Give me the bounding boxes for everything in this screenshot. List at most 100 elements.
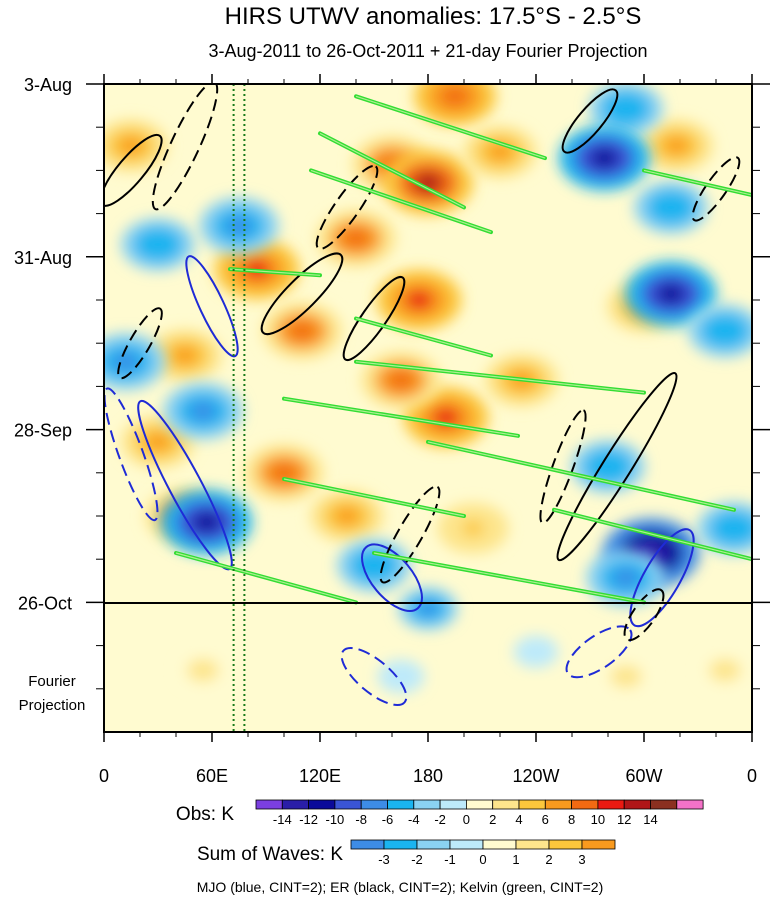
obs-colorbar-tick-label: 12 xyxy=(617,812,631,827)
obs-colorbar-tick-label: -2 xyxy=(434,812,446,827)
anomaly-cell-0 xyxy=(413,84,497,126)
kelvin-contour-core xyxy=(175,552,357,603)
obs-colorbar-swatch xyxy=(334,799,362,810)
obs-colorbar-tick-label: -6 xyxy=(382,812,394,827)
reference-lines xyxy=(232,84,246,732)
anomaly-blob xyxy=(713,322,737,340)
axes: 0 60E 120E 180 120W 60W 0 3-Aug 31-Aug 28-Sep 26-O… xyxy=(14,74,770,786)
obs-colorbar-tick-label: -12 xyxy=(299,812,318,827)
obs-colorbar-tick-label: 8 xyxy=(568,812,575,827)
er-contour xyxy=(379,485,441,584)
anomaly-blob xyxy=(442,87,468,106)
y-tick-label: 31-Aug xyxy=(14,248,72,268)
anomaly-cell-22 xyxy=(700,652,750,688)
er-contour xyxy=(623,588,665,642)
obs-colorbar-tick-label: 14 xyxy=(643,812,657,827)
obs-colorbar-swatch xyxy=(387,799,415,810)
chart-subtitle: 3-Aug-2011 to 26-Oct-2011 + 21-day Fouri… xyxy=(208,41,647,61)
er-contour xyxy=(315,164,379,250)
obs-colorbar-swatch xyxy=(571,799,599,810)
anomaly-cell-6 xyxy=(376,269,462,331)
obs-colorbar-swatch xyxy=(360,799,388,810)
mjo-contour xyxy=(361,543,423,612)
obs-colorbar-tick-label: -8 xyxy=(355,812,367,827)
anomaly-cell-16 xyxy=(104,119,168,172)
wave-contours xyxy=(104,84,752,706)
obs-colorbar-swatch xyxy=(413,799,441,810)
obs-colorbar-swatch xyxy=(465,799,494,810)
obs-colorbar-swatch xyxy=(308,799,336,810)
anomaly-blob xyxy=(717,664,733,676)
obs-colorbar-swatch xyxy=(597,799,625,810)
kelvin-contour-core xyxy=(310,169,492,233)
x-tick-label: 180 xyxy=(413,766,443,786)
anomaly-cell-11 xyxy=(148,329,222,382)
anomaly-field xyxy=(104,84,752,694)
anomaly-cell-30 xyxy=(634,181,708,234)
anomaly-cell-38 xyxy=(697,502,752,555)
x-tick-label: 0 xyxy=(99,766,109,786)
anomaly-cell-36 xyxy=(398,587,458,630)
er-contour xyxy=(117,307,163,380)
obs-colorbar-tick-label: 0 xyxy=(463,812,470,827)
anomaly-blob xyxy=(413,172,443,193)
anomaly-blob xyxy=(190,402,216,420)
waves-colorbar-swatch xyxy=(581,839,616,850)
waves-colorbar-tick-label: -3 xyxy=(378,852,390,867)
anomaly-cell-18 xyxy=(437,503,509,554)
anomaly-blob xyxy=(195,664,211,676)
anomaly-cell-40 xyxy=(513,635,559,668)
x-tick-label: 60E xyxy=(196,766,228,786)
anomaly-cell-29 xyxy=(558,125,650,191)
anomaly-blob xyxy=(146,433,170,451)
anomaly-cell-21 xyxy=(601,659,651,694)
obs-colorbar-swatch xyxy=(623,799,651,810)
anomaly-blob xyxy=(343,229,369,248)
anomaly-cell-28 xyxy=(589,84,663,135)
obs-colorbar-swatch xyxy=(518,799,546,810)
anomaly-blob xyxy=(664,137,688,154)
kelvin-contour-core xyxy=(553,509,752,560)
obs-colorbar: -14 -12 -10 -8 -6 -4 -2 0 2 4 6 8 10 12 14 xyxy=(255,799,704,827)
er-contour xyxy=(151,84,219,211)
anomaly-cell-23 xyxy=(121,218,195,271)
overlay-caption: MJO (blue, CINT=2); ER (black, CINT=2); … xyxy=(197,879,604,895)
anomaly-cell-7 xyxy=(316,209,396,267)
obs-colorbar-swatch xyxy=(281,799,309,810)
waves-colorbar-swatch xyxy=(515,839,550,850)
mjo-contour xyxy=(565,625,633,679)
obs-colorbar-tick-label: -14 xyxy=(273,812,292,827)
anomaly-blob xyxy=(226,217,252,235)
waves-colorbar-swatch xyxy=(449,839,484,850)
anomaly-cell-13 xyxy=(310,489,384,543)
obs-colorbar-swatch xyxy=(650,799,678,810)
kelvin-contour-core xyxy=(643,169,752,196)
mjo-contour xyxy=(185,255,239,358)
er-contour xyxy=(260,252,344,336)
anomaly-cell-15 xyxy=(639,119,714,172)
obs-colorbar-tick-label: -4 xyxy=(408,812,420,827)
anomaly-blob xyxy=(529,646,543,657)
anomaly-cell-20 xyxy=(178,652,228,688)
obs-colorbar-swatch xyxy=(676,799,704,810)
kelvin-contour-core xyxy=(355,361,645,394)
waves-colorbar-swatch xyxy=(416,839,451,850)
anomaly-cell-31 xyxy=(625,261,717,327)
anomaly-blob xyxy=(722,520,746,537)
anomaly-blob xyxy=(271,463,297,482)
er-contour xyxy=(556,372,678,562)
waves-colorbar-swatch xyxy=(350,839,385,850)
chart-title: HIRS UTWV anomalies: 17.5°S - 2.5°S xyxy=(225,3,642,30)
kelvin-contour-core xyxy=(283,478,465,517)
kelvin-contour-core xyxy=(355,95,546,159)
anomaly-blob xyxy=(656,283,686,304)
anomaly-blob xyxy=(289,322,315,340)
mjo-contour xyxy=(340,647,408,706)
anomaly-blob xyxy=(659,199,683,216)
anomaly-cell-25 xyxy=(163,382,243,440)
anomaly-cell-24 xyxy=(104,333,166,391)
anomaly-cell-9 xyxy=(361,351,441,409)
anomaly-blob xyxy=(113,352,138,371)
mjo-contour xyxy=(629,528,695,628)
kelvin-contour-core xyxy=(283,398,519,437)
